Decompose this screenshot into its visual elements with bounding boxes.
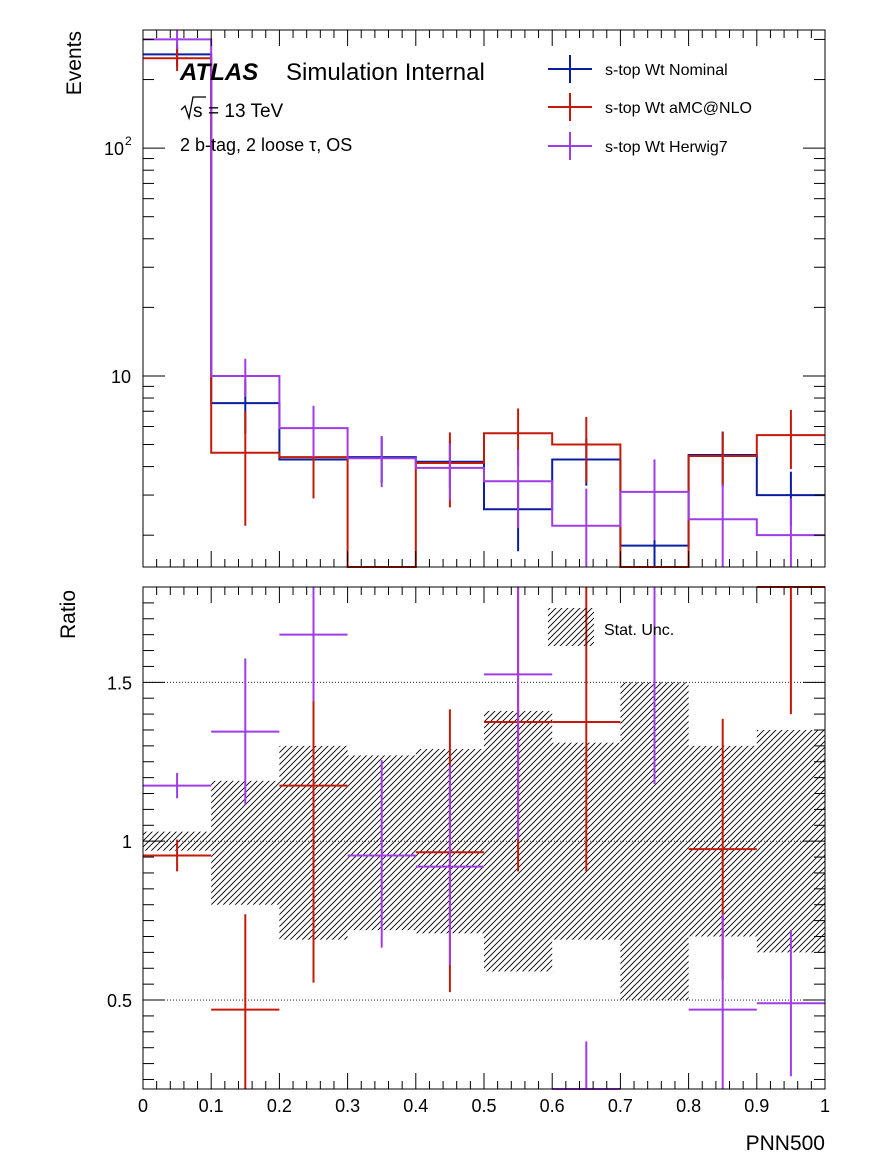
- main-ylabel: Events: [63, 31, 86, 95]
- legend-label-amcnlo: s-top Wt aMC@NLO: [605, 100, 752, 117]
- sqrt-symbol: [180, 96, 206, 121]
- atlas-label: ATLAS: [179, 59, 258, 86]
- stat-unc-legend-swatch: [548, 608, 594, 646]
- x-tick-label: 0.3: [335, 1096, 360, 1116]
- series-step-line: [143, 57, 825, 568]
- series-step-line: [143, 38, 825, 537]
- x-tick-label: 0.7: [608, 1096, 633, 1116]
- x-tick-label: 1: [820, 1096, 830, 1116]
- x-tick-label: 0: [138, 1096, 148, 1116]
- y-tick-label: 10: [104, 139, 124, 159]
- stat-unc-legend-label: Stat. Unc.: [604, 622, 674, 639]
- ratio-y-tick-label: 1: [122, 832, 132, 852]
- x-tick-label: 0.5: [471, 1096, 496, 1116]
- energy-label: = 13 TeV: [208, 101, 284, 122]
- x-tick-label: 0.8: [676, 1096, 701, 1116]
- region-label: 2 b-tag, 2 loose τ, OS: [180, 135, 352, 155]
- ratio-y-tick-label: 1.5: [107, 673, 132, 693]
- sqrt-s-label: s: [193, 101, 203, 122]
- legend: s-top Wt Nominal s-top Wt aMC@NLO s-top …: [548, 55, 752, 160]
- y-tick-label: 10: [111, 367, 131, 387]
- legend-label-herwig: s-top Wt Herwig7: [605, 139, 728, 156]
- y-tick-label-exponent: 2: [125, 134, 132, 148]
- x-tick-label: 0.2: [267, 1096, 292, 1116]
- x-tick-label: 0.6: [540, 1096, 565, 1116]
- legend-label-nominal: s-top Wt Nominal: [605, 62, 728, 79]
- x-tick-label: 0.4: [403, 1096, 428, 1116]
- xlabel: PNN500: [746, 1132, 825, 1155]
- ratio-y-tick-label: 0.5: [107, 991, 132, 1011]
- x-tick-label: 0.1: [199, 1096, 224, 1116]
- x-tick-label: 0.9: [744, 1096, 769, 1116]
- status-label: Simulation Internal: [286, 59, 485, 86]
- ratio-ylabel: Ratio: [57, 590, 80, 639]
